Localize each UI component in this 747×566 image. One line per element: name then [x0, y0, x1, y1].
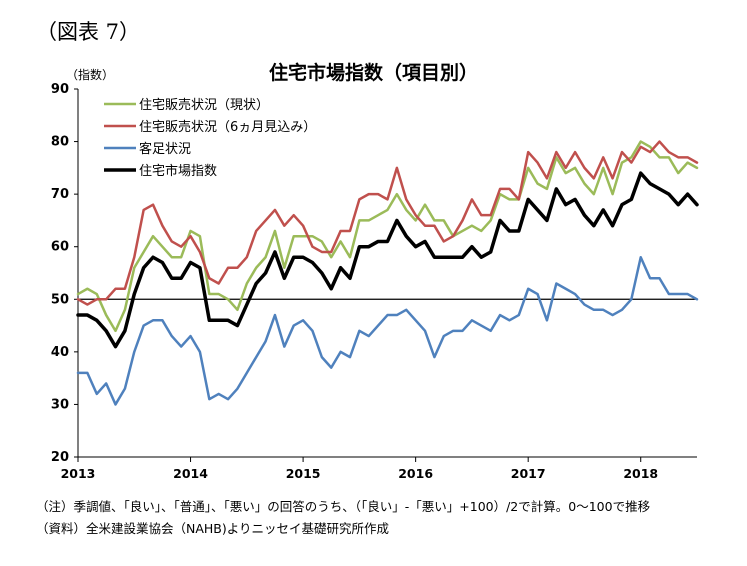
- y-tick-label: 90: [51, 82, 69, 97]
- legend-label-2: 住宅販売状況（6ヵ月見込み）: [139, 119, 316, 135]
- series-line-4: [76, 171, 699, 349]
- x-tick-label: 2018: [623, 466, 658, 481]
- x-tick-label: 2014: [173, 466, 208, 481]
- y-axis-unit-label: （指数）: [66, 68, 115, 82]
- y-tick-label: 60: [51, 240, 69, 255]
- series-line-1: [76, 140, 699, 333]
- y-tick-label: 70: [51, 187, 69, 202]
- chart-title: 住宅市場指数（項目別）: [268, 62, 478, 84]
- y-tick-label: 50: [51, 292, 69, 307]
- series-line-3: [76, 255, 699, 406]
- legend-label-4: 住宅市場指数: [139, 163, 217, 179]
- chart-series-lines: [76, 140, 699, 406]
- chart-axes: 20 30 40 50 60 70 80 90 2013 2014 2015 2016 2017 2018: [51, 82, 697, 481]
- x-tick-label: 2015: [286, 466, 321, 481]
- x-tick-label: 2017: [511, 466, 546, 481]
- series-line-2: [76, 140, 699, 306]
- figure-label: （図表 7）: [36, 20, 141, 44]
- x-tick-label: 2013: [61, 466, 96, 481]
- y-tick-label: 20: [51, 450, 69, 465]
- legend-label-1: 住宅販売状況（現状）: [139, 97, 269, 113]
- source-note: （資料）全米建設業協会（NAHB)よりニッセイ基礎研究所作成: [36, 521, 390, 536]
- x-tick-label: 2016: [398, 466, 433, 481]
- y-tick-label: 30: [51, 397, 69, 412]
- y-tick-label: 40: [51, 345, 69, 360]
- y-tick-label: 80: [51, 135, 69, 150]
- legend-label-3: 客足状況: [139, 141, 191, 157]
- footnote: （注）季調値、「良い」、「普通」、「悪い」の回答のうち、（「良い」-「悪い」+1…: [36, 499, 651, 514]
